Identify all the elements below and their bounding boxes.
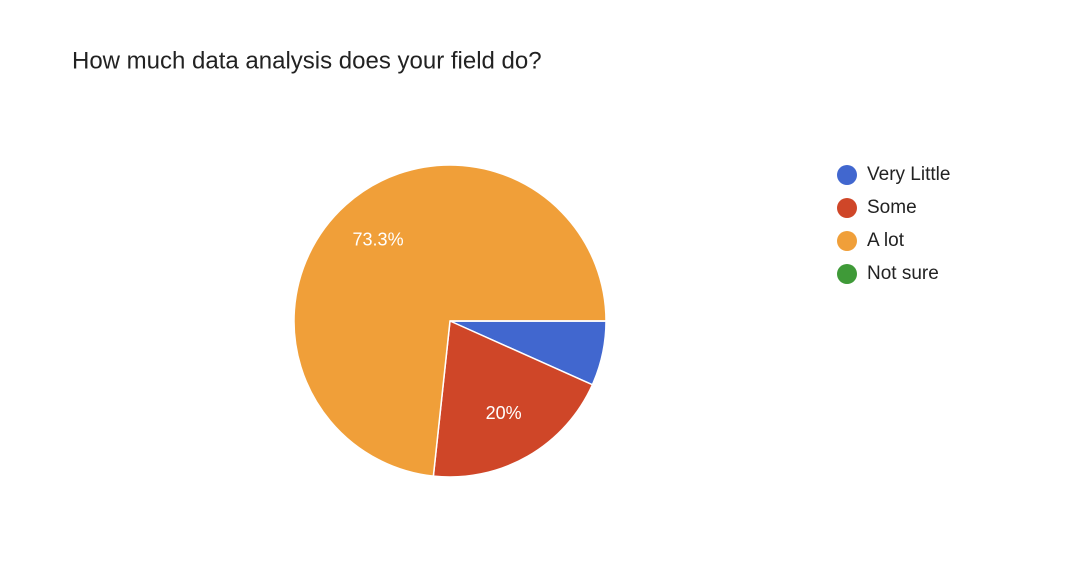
chart-title: How much data analysis does your field d… — [72, 47, 542, 74]
legend-swatch — [837, 231, 857, 251]
pie-slice — [432, 319, 594, 478]
slice-label: 73.3% — [353, 230, 404, 250]
slice-label: 20% — [486, 403, 522, 423]
legend-swatch — [837, 165, 857, 185]
legend-label: A lot — [867, 230, 905, 251]
legend-label: Some — [867, 197, 917, 218]
legend-swatch — [837, 264, 857, 284]
legend-swatch — [837, 198, 857, 218]
legend-label: Not sure — [867, 263, 939, 284]
legend-label: Very Little — [867, 164, 950, 185]
